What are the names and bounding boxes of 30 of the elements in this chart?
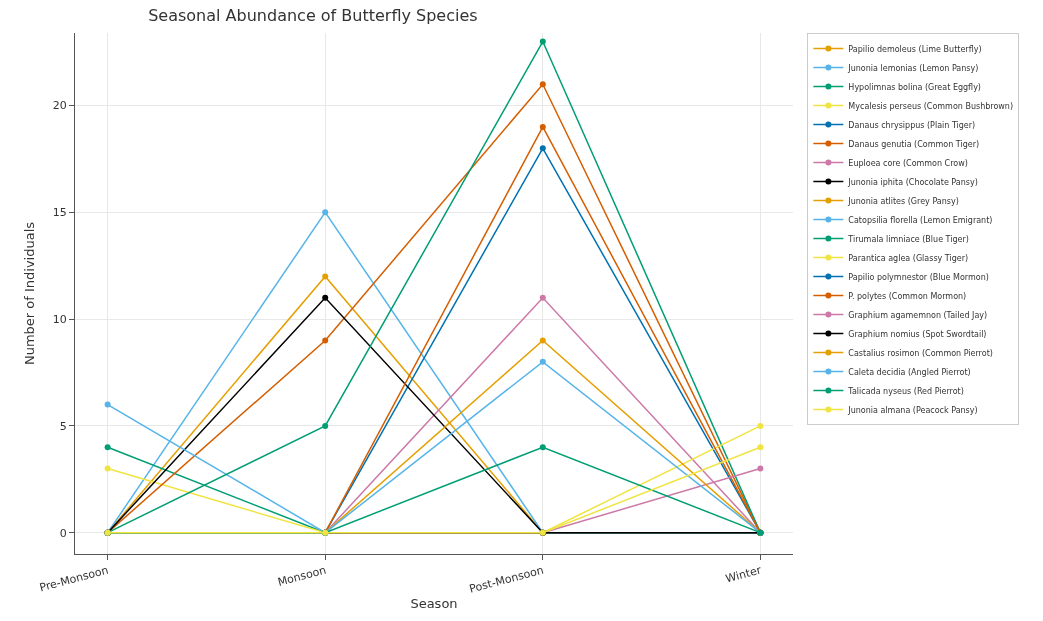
legend-label: Graphium nomius (Spot Swordtail) <box>848 329 987 339</box>
y-tick-label: 0 <box>59 526 67 540</box>
legend-label: Caleta decidia (Angled Pierrot) <box>848 367 971 377</box>
legend-label: Catopsilia florella (Lemon Emigrant) <box>848 215 993 225</box>
y-tick-label: 5 <box>59 419 67 433</box>
y-tick-label: 20 <box>52 99 67 113</box>
legend-label: Danaus chrysippus (Plain Tiger) <box>848 120 976 130</box>
legend-label: Papilio demoleus (Lime Butterfly) <box>848 44 982 54</box>
legend-label: Castalius rosimon (Common Pierrot) <box>848 348 993 358</box>
legend-label: Junonia lemonias (Lemon Pansy) <box>847 63 979 73</box>
legend-label: Papilio polymnestor (Blue Mormon) <box>848 272 989 282</box>
legend-label: P. polytes (Common Mormon) <box>848 291 967 301</box>
legend-label: Parantica aglea (Glassy Tiger) <box>848 253 969 263</box>
legend-label: Junonia atlites (Grey Pansy) <box>847 196 959 206</box>
y-tick-label: 15 <box>52 206 67 220</box>
x-tick-label: Monsoon <box>276 563 328 589</box>
x-axis-title: Season <box>410 596 458 612</box>
legend-label: Euploea core (Common Crow) <box>848 158 968 168</box>
y-tick-label: 10 <box>52 312 67 326</box>
legend-label: Talicada nyseus (Red Pierrot) <box>847 386 964 396</box>
legend-label: Danaus genutia (Common Tiger) <box>848 139 980 149</box>
legend-label: Graphium agamemnon (Tailed Jay) <box>848 310 988 320</box>
y-axis-title: Number of Individuals <box>21 221 37 366</box>
legend-label: Junonia almana (Peacock Pansy) <box>847 405 978 415</box>
chart-title: Seasonal Abundance of Butterfly Species <box>148 5 478 25</box>
legend-label: Mycalesis perseus (Common Bushbrown) <box>848 101 1014 111</box>
legend-label: Tirumala limniace (Blue Tiger) <box>847 234 969 244</box>
legend-label: Junonia iphita (Chocolate Pansy) <box>847 177 978 187</box>
legend-label: Hypolimnas bolina (Great Eggfly) <box>848 82 981 92</box>
x-tick-label: Winter <box>724 563 764 586</box>
